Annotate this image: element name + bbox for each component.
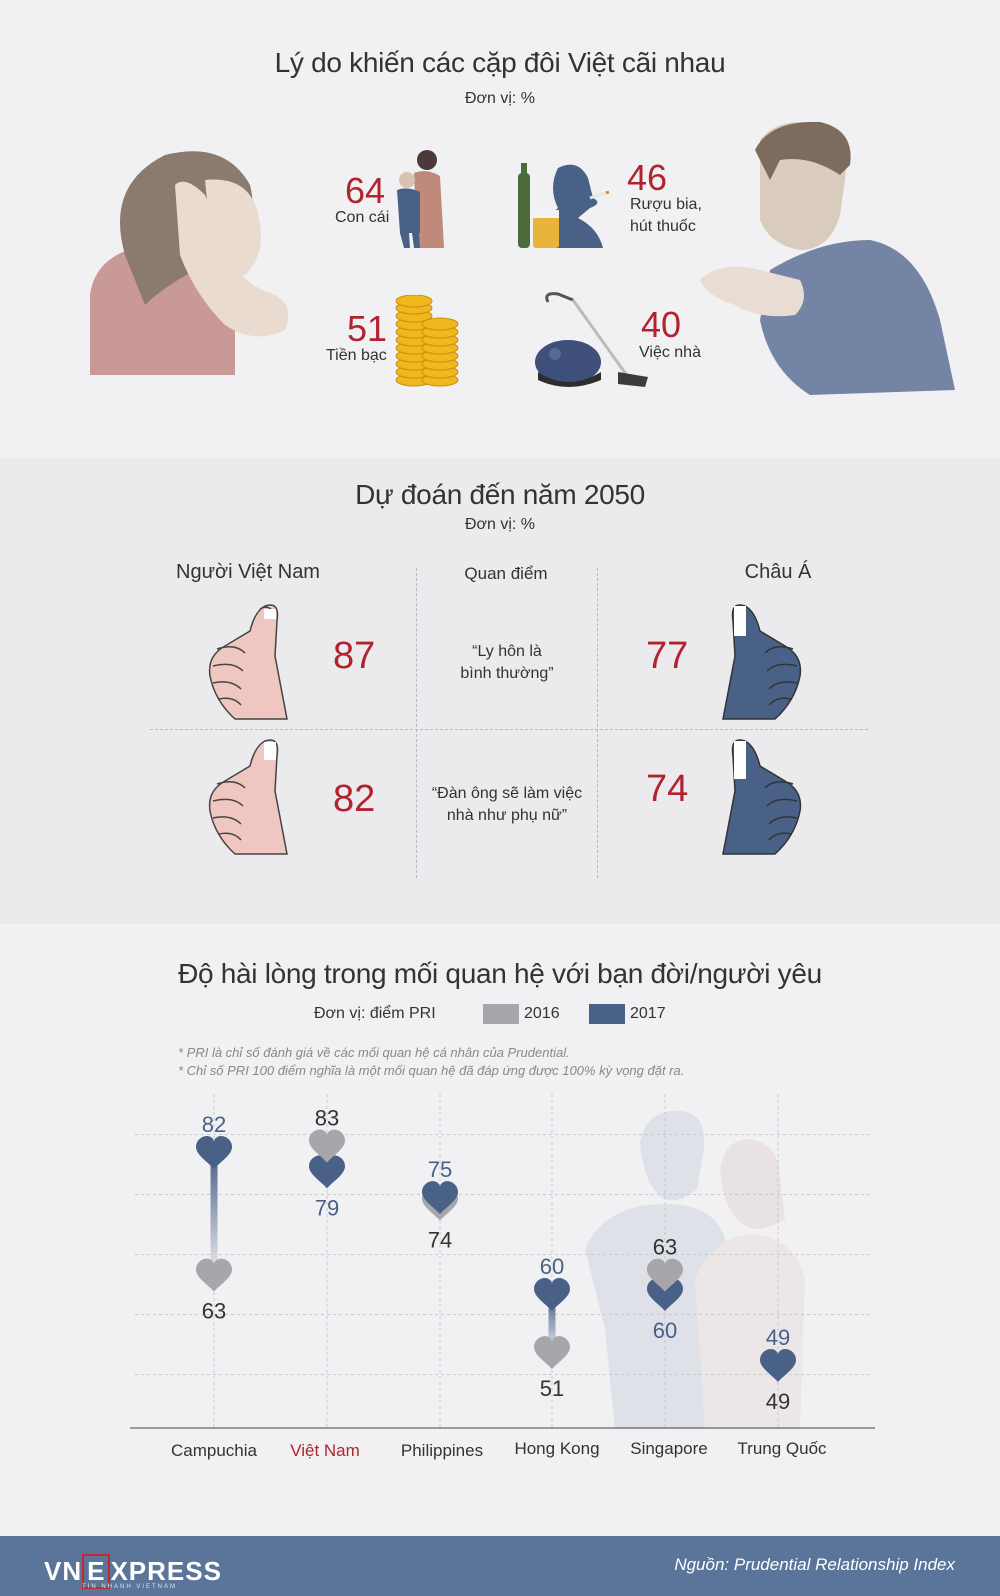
logo-xpress: XPRESS bbox=[110, 1556, 222, 1586]
section-satisfaction-chart: Độ hài lòng trong mối quan hệ với bạn đờ… bbox=[0, 924, 1000, 1536]
reason-money-value: 51 bbox=[347, 308, 388, 349]
quote-divorce-line2: bình thường” bbox=[460, 665, 554, 682]
value-label-2016-1: 83 bbox=[315, 1106, 339, 1131]
connector-3 bbox=[548, 1296, 556, 1355]
column-head-viewpoint: Quan điểm bbox=[464, 564, 548, 583]
thumbs-up-asia-icon bbox=[722, 604, 802, 720]
thumbs-up-asia-icon bbox=[722, 739, 802, 855]
reason-alcohol-label-2: hút thuốc bbox=[630, 218, 696, 235]
section1-unit: Đơn vị: % bbox=[464, 90, 536, 107]
value-label-2017-0: 82 bbox=[202, 1112, 226, 1137]
value-label-2017-4: 60 bbox=[653, 1318, 677, 1343]
quote-housework-line2: nhà như phụ nữ” bbox=[446, 807, 568, 824]
value-label-2016-0: 63 bbox=[202, 1299, 226, 1324]
legend-label-2017: 2017 bbox=[630, 1005, 666, 1022]
section2-unit: Đơn vị: % bbox=[464, 516, 536, 533]
legend-swatch-2016 bbox=[483, 1004, 519, 1024]
drink-smoke-icon bbox=[518, 163, 610, 248]
column-divider-right bbox=[597, 568, 598, 878]
heart-2017-3 bbox=[534, 1278, 570, 1311]
reason-money-label: Tiền bạc bbox=[326, 347, 387, 364]
chart-plot: 82 63 83 79 75 74 60 51 63 60 49 49 bbox=[130, 1094, 875, 1429]
x-label-cambodia: Campuchia bbox=[171, 1441, 257, 1460]
quote-divorce-line1: “Ly hôn là bbox=[472, 643, 542, 660]
heart-2017-1 bbox=[309, 1155, 345, 1189]
column-divider-left bbox=[416, 568, 417, 878]
value-label-2016-5: 49 bbox=[766, 1389, 790, 1414]
source-credit: Nguồn: Prudential Relationship Index bbox=[674, 1555, 955, 1574]
woman-covering-ears-icon bbox=[90, 151, 289, 375]
reason-housework-label: Việc nhà bbox=[639, 344, 701, 361]
section-quarrel-reasons: Lý do khiến các cặp đôi Việt cãi nhau Đơ… bbox=[0, 0, 1000, 458]
column-head-asia: Châu Á bbox=[744, 561, 812, 583]
chart-title: Độ hài lòng trong mối quan hệ với bạn đờ… bbox=[178, 958, 822, 989]
heart-2017-2 bbox=[422, 1181, 458, 1215]
quote-housework-line1: “Đàn ông sẽ làm việc bbox=[431, 785, 583, 802]
chart-unit: Đơn vị: điểm PRI bbox=[314, 1005, 436, 1022]
reason-alcohol-label-1: Rượu bia, bbox=[630, 196, 702, 213]
logo-e: E bbox=[82, 1554, 111, 1589]
heart-2016-4 bbox=[647, 1258, 683, 1292]
thumbs-up-vietnam-icon bbox=[208, 604, 288, 720]
column-head-vietnam: Người Việt Nam bbox=[176, 561, 320, 583]
reason-children-value: 64 bbox=[345, 170, 386, 211]
x-label-philippines: Philippines bbox=[400, 1441, 484, 1460]
footnote-pri-1: * PRI là chỉ số đánh giá về các mối quan… bbox=[178, 1045, 570, 1060]
section1-title: Lý do khiến các cặp đôi Việt cãi nhau bbox=[274, 47, 726, 78]
vietnam-men-housework-value: 82 bbox=[333, 778, 376, 820]
footnote-pri-2: * Chỉ số PRI 100 điểm nghĩa là một mối q… bbox=[178, 1063, 685, 1078]
value-label-2017-3: 60 bbox=[540, 1254, 564, 1279]
section2-title: Dự đoán đến năm 2050 bbox=[355, 479, 645, 510]
heart-2017-0 bbox=[196, 1136, 232, 1169]
footer-bar: VN E XPRESS TIN NHANH VIETNAM Nguồn: Prude… bbox=[0, 1536, 1000, 1596]
angry-man-icon bbox=[700, 121, 955, 395]
connector-0 bbox=[210, 1154, 218, 1277]
reason-alcohol-value: 46 bbox=[627, 157, 668, 198]
reason-housework-value: 40 bbox=[641, 304, 682, 345]
section-prediction-2050: Dự đoán đến năm 2050 Đơn vị: % Người Việ… bbox=[0, 458, 1000, 924]
vacuum-cleaner-icon bbox=[535, 292, 648, 387]
heart-2017-4 bbox=[647, 1278, 683, 1311]
x-label-vietnam: Việt Nam bbox=[290, 1441, 360, 1460]
thumbs-up-vietnam-icon bbox=[208, 739, 288, 855]
asia-divorce-normal-value: 77 bbox=[646, 635, 689, 677]
legend-label-2016: 2016 bbox=[524, 1005, 560, 1022]
x-label-hongkong: Hong Kong bbox=[514, 1439, 600, 1458]
mother-child-icon bbox=[397, 150, 444, 248]
value-label-2017-5: 49 bbox=[766, 1325, 790, 1350]
vnexpress-logo[interactable]: VN E XPRESS bbox=[44, 1554, 222, 1589]
logo-tagline: TIN NHANH VIETNAM bbox=[82, 1584, 178, 1590]
value-label-2016-4: 63 bbox=[653, 1235, 677, 1260]
vietnam-divorce-normal-value: 87 bbox=[333, 635, 376, 677]
reason-children-label: Con cái bbox=[335, 209, 390, 226]
logo-vn: VN bbox=[44, 1556, 83, 1586]
legend-swatch-2017 bbox=[589, 1004, 625, 1024]
heart-2016-0 bbox=[196, 1258, 232, 1292]
value-label-2017-1: 79 bbox=[315, 1195, 339, 1220]
value-label-2017-2: 75 bbox=[428, 1157, 452, 1182]
heart-2016-1 bbox=[309, 1129, 345, 1163]
coins-icon bbox=[395, 295, 459, 387]
asia-men-housework-value: 74 bbox=[646, 768, 689, 810]
x-label-singapore: Singapore bbox=[630, 1439, 708, 1458]
heart-2016-3 bbox=[534, 1336, 570, 1370]
value-label-2016-3: 51 bbox=[540, 1376, 564, 1401]
heart-2017-5 bbox=[760, 1349, 796, 1382]
row-divider bbox=[150, 729, 868, 730]
value-label-2016-2: 74 bbox=[428, 1228, 452, 1253]
x-label-china: Trung Quốc bbox=[737, 1439, 827, 1458]
